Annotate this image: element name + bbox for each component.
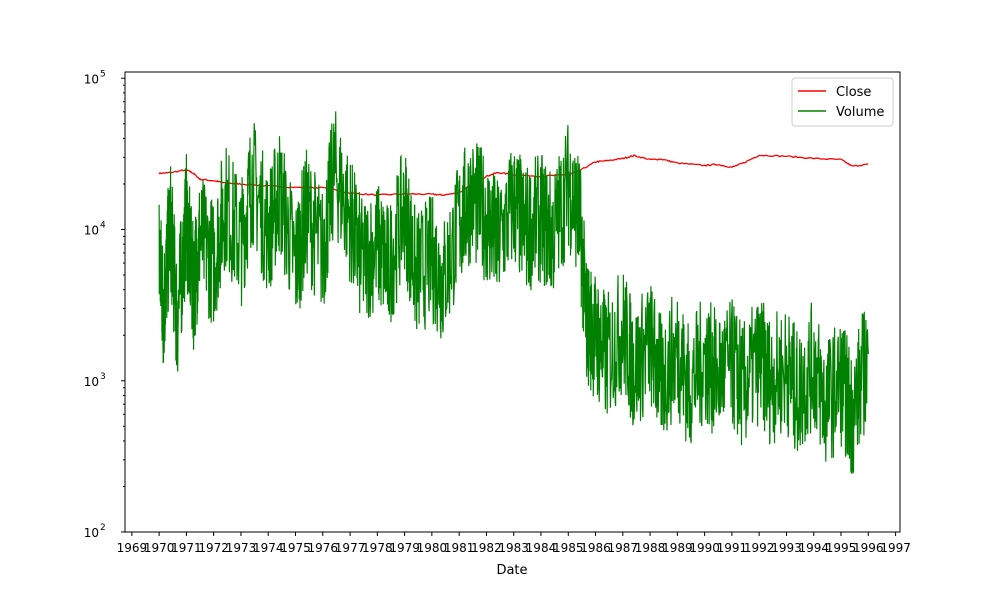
x-tick-label: 1991 — [717, 541, 748, 555]
series-layer — [158, 111, 869, 474]
x-tick-label: 1994 — [798, 541, 829, 555]
x-tick-label: 1993 — [771, 541, 802, 555]
plot-area-frame — [124, 71, 901, 533]
x-tick-label: 1972 — [198, 541, 229, 555]
x-tick-label: 1973 — [226, 541, 257, 555]
legend: Close Volume — [791, 77, 894, 127]
x-tick-label: 1989 — [662, 541, 693, 555]
y-tick-exponent: 2 — [100, 523, 106, 533]
x-tick-label: 1981 — [444, 541, 475, 555]
y-tick-exponent: 5 — [100, 69, 106, 79]
x-tick-label: 1992 — [744, 541, 775, 555]
x-tick-label: 1987 — [608, 541, 639, 555]
legend-box — [791, 77, 894, 127]
y-tick-label: 10 — [84, 72, 99, 86]
x-tick-label: 1982 — [471, 541, 502, 555]
x-tick-label: 1988 — [635, 541, 666, 555]
x-tick-label: 1990 — [689, 541, 720, 555]
x-tick-label: 1983 — [498, 541, 529, 555]
x-tick-label: 1971 — [171, 541, 202, 555]
legend-label-close: Close — [836, 85, 871, 100]
x-tick-label: 1970 — [144, 541, 175, 555]
series-line-volume — [158, 111, 869, 474]
x-tick-label: 1997 — [880, 541, 911, 555]
x-tick-label: 1980 — [417, 541, 448, 555]
x-tick-label: 1996 — [853, 541, 884, 555]
x-tick-label: 1978 — [362, 541, 393, 555]
x-tick-label: 1977 — [335, 541, 366, 555]
x-tick-label: 1979 — [389, 541, 420, 555]
x-tick-label: 1975 — [280, 541, 311, 555]
x-tick-label: 1995 — [826, 541, 857, 555]
y-tick-exponent: 4 — [100, 221, 106, 231]
x-axis: 1969197019711972197319741975197619771978… — [117, 532, 911, 555]
x-tick-label: 1986 — [580, 541, 611, 555]
y-tick-label: 10 — [84, 224, 99, 238]
x-tick-label: 1974 — [253, 541, 284, 555]
y-tick-label: 10 — [84, 526, 99, 540]
x-tick-label: 1984 — [526, 541, 557, 555]
y-tick-exponent: 3 — [100, 372, 106, 382]
y-tick-label: 10 — [84, 375, 99, 389]
legend-label-volume: Volume — [836, 105, 884, 120]
x-axis-label: Date — [496, 563, 527, 578]
x-tick-label: 1969 — [117, 541, 148, 555]
x-tick-label: 1976 — [307, 541, 338, 555]
x-tick-label: 1985 — [553, 541, 584, 555]
